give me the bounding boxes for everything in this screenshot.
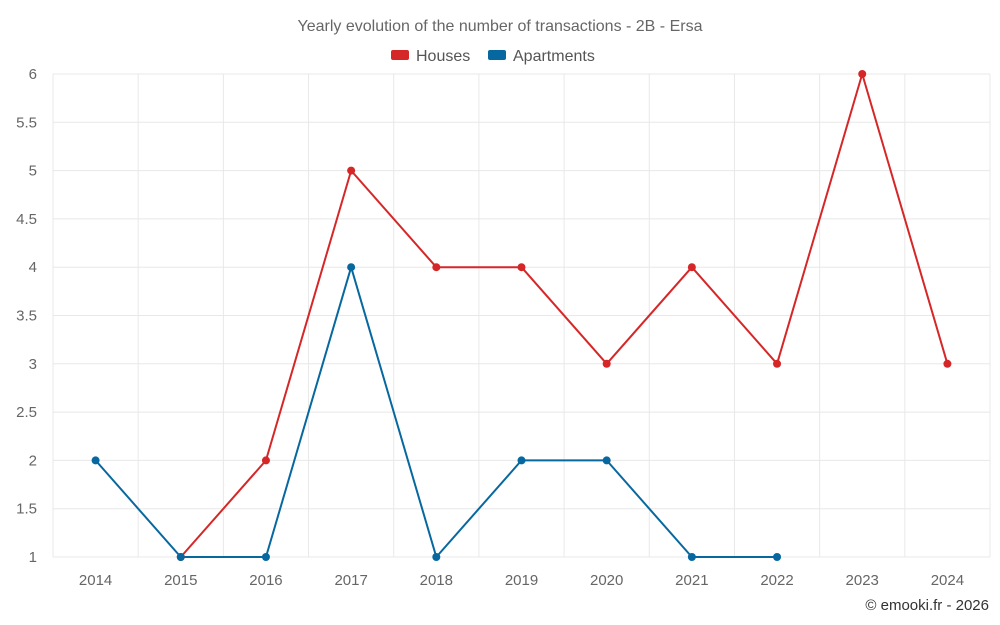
x-tick-label: 2016 bbox=[249, 572, 282, 589]
data-point-houses[interactable] bbox=[943, 359, 952, 368]
data-point-houses[interactable] bbox=[261, 456, 270, 465]
y-tick-label: 1 bbox=[29, 549, 37, 566]
chart-title: Yearly evolution of the number of transa… bbox=[298, 18, 703, 35]
data-point-houses[interactable] bbox=[432, 263, 441, 272]
x-tick-label: 2018 bbox=[420, 572, 453, 589]
legend-item-apartments[interactable]: Apartments bbox=[488, 48, 595, 65]
data-point-houses[interactable] bbox=[347, 166, 356, 175]
y-tick-label: 5 bbox=[29, 163, 37, 180]
y-axis-tick-labels: 1 1.5 2 2.5 3 3.5 4 4.5 5 5.5 6 bbox=[16, 66, 37, 566]
legend-swatch-apartments bbox=[488, 50, 506, 60]
data-point-houses[interactable] bbox=[517, 263, 526, 272]
data-point-houses[interactable] bbox=[602, 359, 611, 368]
legend-label-houses: Houses bbox=[416, 48, 470, 65]
x-tick-label: 2017 bbox=[334, 572, 367, 589]
y-tick-label: 3 bbox=[29, 356, 37, 373]
x-tick-label: 2024 bbox=[931, 572, 964, 589]
data-point-houses[interactable] bbox=[773, 359, 782, 368]
data-point-apartments[interactable] bbox=[602, 456, 611, 465]
y-tick-label: 4.5 bbox=[16, 211, 37, 228]
x-tick-label: 2015 bbox=[164, 572, 197, 589]
series-points bbox=[91, 70, 952, 561]
data-point-apartments[interactable] bbox=[432, 553, 441, 561]
data-point-houses[interactable] bbox=[858, 70, 867, 78]
y-tick-label: 2 bbox=[29, 452, 37, 469]
legend: Houses Apartments bbox=[391, 48, 595, 65]
legend-swatch-houses bbox=[391, 50, 409, 60]
y-tick-label: 5.5 bbox=[16, 114, 37, 131]
x-tick-label: 2020 bbox=[590, 572, 623, 589]
series-line-houses bbox=[180, 73, 949, 558]
data-point-apartments[interactable] bbox=[176, 553, 185, 561]
data-point-houses[interactable] bbox=[687, 263, 696, 272]
credit-text: © emooki.fr - 2026 bbox=[865, 597, 989, 614]
y-tick-label: 3.5 bbox=[16, 308, 37, 325]
x-tick-label: 2019 bbox=[505, 572, 538, 589]
gridlines bbox=[52, 73, 991, 558]
data-point-apartments[interactable] bbox=[261, 553, 270, 561]
data-point-apartments[interactable] bbox=[687, 553, 696, 561]
data-point-apartments[interactable] bbox=[773, 553, 782, 561]
y-tick-label: 6 bbox=[29, 66, 37, 83]
y-tick-label: 4 bbox=[29, 259, 37, 276]
legend-item-houses[interactable]: Houses bbox=[391, 48, 470, 65]
x-tick-label: 2021 bbox=[675, 572, 708, 589]
data-point-apartments[interactable] bbox=[347, 263, 356, 272]
x-tick-label: 2014 bbox=[79, 572, 112, 589]
data-point-apartments[interactable] bbox=[91, 456, 100, 465]
x-axis-tick-labels: 2014 2015 2016 2017 2018 2019 2020 2021 2022 2023… bbox=[79, 572, 964, 589]
x-tick-label: 2023 bbox=[846, 572, 879, 589]
y-tick-label: 2.5 bbox=[16, 404, 37, 421]
x-tick-label: 2022 bbox=[760, 572, 793, 589]
legend-label-apartments: Apartments bbox=[513, 48, 595, 65]
y-tick-label: 1.5 bbox=[16, 501, 37, 518]
data-point-apartments[interactable] bbox=[517, 456, 526, 465]
